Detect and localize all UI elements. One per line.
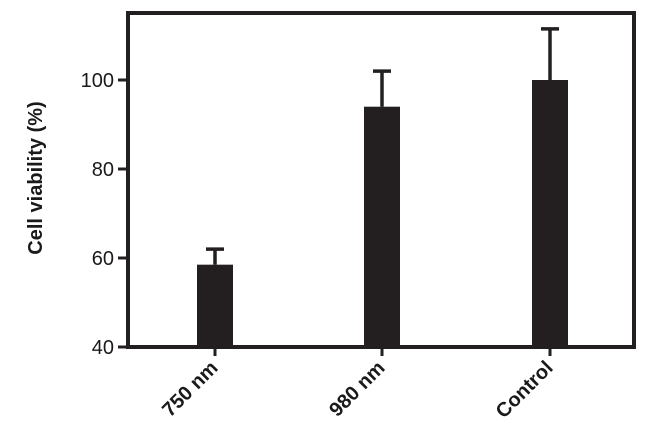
x-category-label: Control <box>492 357 558 423</box>
x-category-label: 750 nm <box>158 357 222 421</box>
y-tick-label: 40 <box>92 337 114 359</box>
x-category-label: 980 nm <box>325 357 389 421</box>
bar-750-nm <box>197 264 233 347</box>
bars <box>197 80 568 347</box>
bar-980-nm <box>364 106 400 347</box>
y-tick-label: 60 <box>92 248 114 270</box>
y-axis: 40 60 80 100 <box>81 70 128 359</box>
bar-control <box>532 80 568 347</box>
error-bars <box>206 27 559 265</box>
y-axis-title: Cell viability (%) <box>25 101 47 254</box>
y-tick-label: 100 <box>81 70 114 92</box>
x-axis: 750 nm 980 nm Control <box>158 347 558 423</box>
y-tick-label: 80 <box>92 159 114 181</box>
